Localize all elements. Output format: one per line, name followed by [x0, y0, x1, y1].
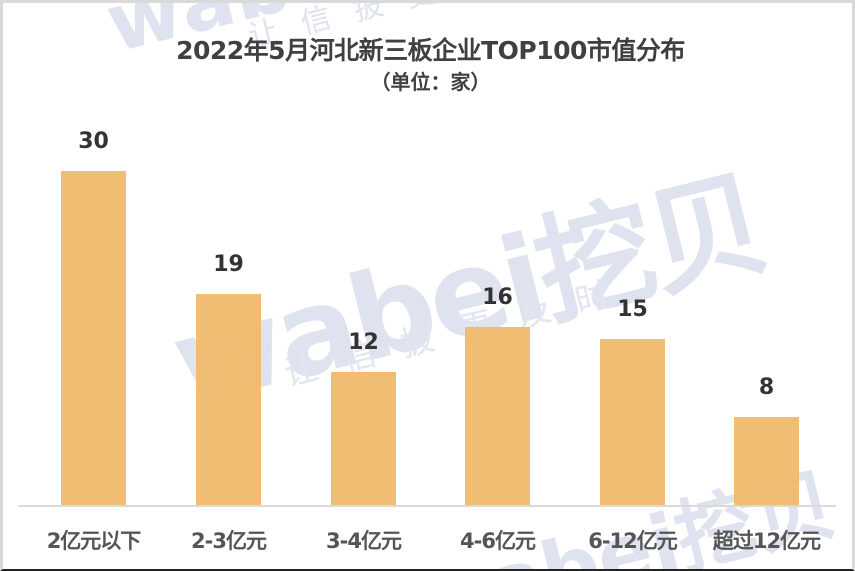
x-axis-line — [18, 505, 836, 507]
bar — [465, 327, 530, 506]
bar — [734, 416, 799, 506]
bar-value-label: 15 — [617, 296, 648, 322]
bar — [331, 372, 396, 506]
bar — [61, 171, 126, 506]
bar-value-label: 19 — [213, 251, 244, 277]
category-label: 2-3亿元 — [191, 529, 267, 553]
chart-title: 2022年5月河北新三板企业TOP100市值分布 — [176, 36, 685, 65]
bar-value-label: 30 — [78, 129, 109, 154]
chart-subtitle: （单位：家） — [370, 70, 491, 94]
category-label: 4-6亿元 — [460, 529, 536, 553]
category-label: 6-12亿元 — [588, 529, 678, 553]
bar-value-label: 16 — [482, 285, 513, 311]
bar-value-label: 8 — [758, 374, 775, 400]
bar-value-label: 12 — [348, 330, 379, 355]
category-label: 超过12亿元 — [712, 529, 821, 553]
bar — [196, 293, 261, 506]
bar — [600, 338, 665, 506]
category-label: 2亿元以下 — [46, 529, 142, 553]
category-label: 3-4亿元 — [326, 529, 402, 553]
